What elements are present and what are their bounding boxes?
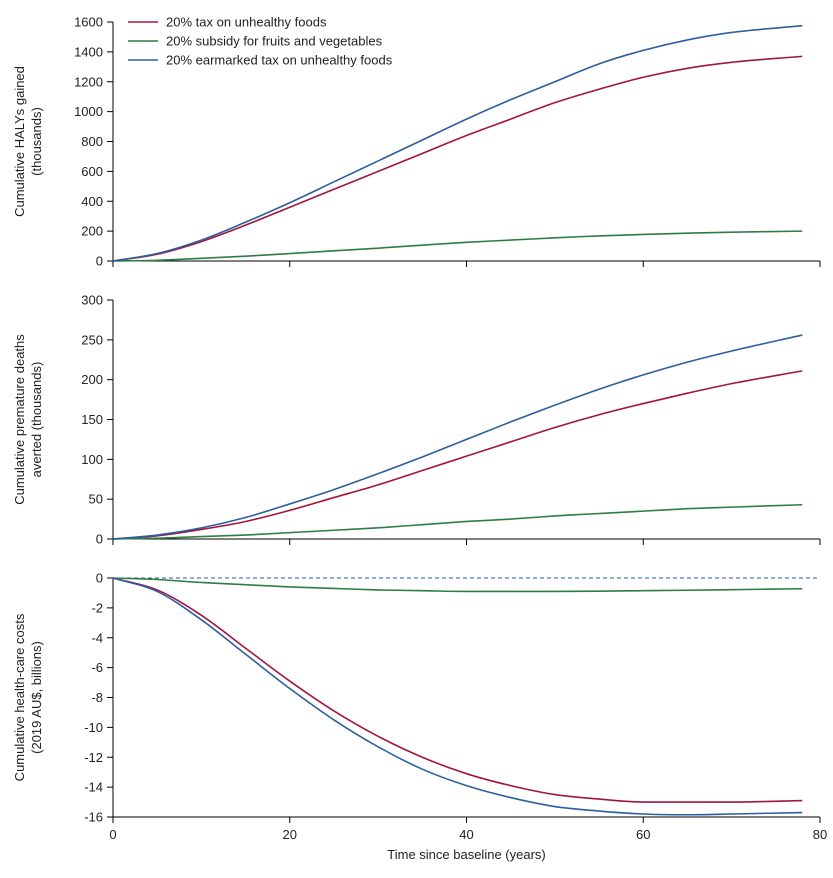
- legend-label-20-subsidy-for-fruits-and-vegetables: 20% subsidy for fruits and vegetables: [166, 34, 383, 49]
- y-tick-label: 200: [81, 224, 103, 239]
- series-line-20-subsidy-for-fruits-and-vegetables: [112, 577, 803, 593]
- x-tick-label: 80: [813, 827, 827, 842]
- y-axis-title-line: averted (thousands): [29, 362, 44, 478]
- panel-deaths: 0 50 100 150 200 250 300 Cumulative premature d…: [12, 293, 821, 547]
- y-axis-title: Cumulative premature deaths averted (thou…: [12, 334, 44, 505]
- series-line-20-tax-on-unhealthy-foods: [112, 577, 803, 803]
- y-axis-title-line: Cumulative premature deaths: [12, 334, 27, 505]
- y-axis-title-line: (2019 AU$, billions): [29, 641, 44, 754]
- legend: 20% tax on unhealthy foods 20% subsidy fo…: [128, 15, 393, 68]
- y-tick-label: -2: [91, 600, 103, 615]
- series-line-20-earmarked-tax-on-unhealthy-foods: [112, 24, 803, 262]
- x-tick-label: 20: [283, 827, 297, 842]
- series-line-20-subsidy-for-fruits-and-vegetables: [112, 230, 803, 262]
- y-axis-title: Cumulative HALYs gained (thousands): [12, 66, 44, 217]
- y-tick-label: -4: [91, 630, 103, 645]
- y-tick-label: 400: [81, 194, 103, 209]
- legend-label-20-tax-on-unhealthy-foods: 20% tax on unhealthy foods: [166, 15, 327, 30]
- series-line-20-tax-on-unhealthy-foods: [112, 55, 803, 262]
- y-axis-title: Cumulative health-care costs (2019 AU$, b…: [12, 613, 44, 781]
- y-tick-label: 1600: [74, 15, 103, 30]
- series-line-20-earmarked-tax-on-unhealthy-foods: [112, 334, 803, 540]
- series-line-20-tax-on-unhealthy-foods: [112, 370, 803, 540]
- y-tick-label: 800: [81, 134, 103, 149]
- y-tick-label: 0: [96, 571, 103, 586]
- y-tick-label: -10: [84, 720, 103, 735]
- y-axis-title-line: (thousands): [29, 107, 44, 176]
- series-line-20-subsidy-for-fruits-and-vegetables: [112, 503, 803, 540]
- y-tick-label: 250: [81, 332, 103, 347]
- y-tick-label: 0: [96, 532, 103, 547]
- y-axis-title-line: Cumulative health-care costs: [12, 613, 27, 781]
- y-tick-label: 1200: [74, 74, 103, 89]
- y-tick-label: 150: [81, 412, 103, 427]
- y-tick-label: -8: [91, 690, 103, 705]
- x-tick-label: 0: [109, 827, 116, 842]
- y-tick-label: -16: [84, 810, 103, 825]
- panel-halys: 0 200 400 600 800 1000 1200 1400 1600 Cumulative …: [12, 15, 821, 269]
- y-tick-label: 0: [96, 254, 103, 269]
- series-line-20-earmarked-tax-on-unhealthy-foods: [112, 577, 803, 816]
- panel-costs: 0 -2 -4 -6 -8 -10 -12 -14 -16 0 20 40 60 80 Cumulative…: [12, 571, 827, 863]
- x-axis-title: Time since baseline (years): [387, 847, 545, 862]
- y-tick-label: 50: [89, 492, 103, 507]
- y-tick-label: 600: [81, 164, 103, 179]
- y-axis-title-line: Cumulative HALYs gained: [12, 66, 27, 217]
- y-tick-label: 200: [81, 372, 103, 387]
- y-tick-label: 100: [81, 452, 103, 467]
- y-tick-label: 1000: [74, 104, 103, 119]
- x-tick-label: 60: [636, 827, 650, 842]
- legend-label-20-earmarked-tax-on-unhealthy-foods: 20% earmarked tax on unhealthy foods: [166, 53, 393, 68]
- y-tick-label: -14: [84, 780, 103, 795]
- y-tick-label: -6: [91, 660, 103, 675]
- y-tick-label: 1400: [74, 44, 103, 59]
- y-tick-label: -12: [84, 750, 103, 765]
- y-tick-label: 300: [81, 293, 103, 308]
- x-tick-label: 40: [459, 827, 473, 842]
